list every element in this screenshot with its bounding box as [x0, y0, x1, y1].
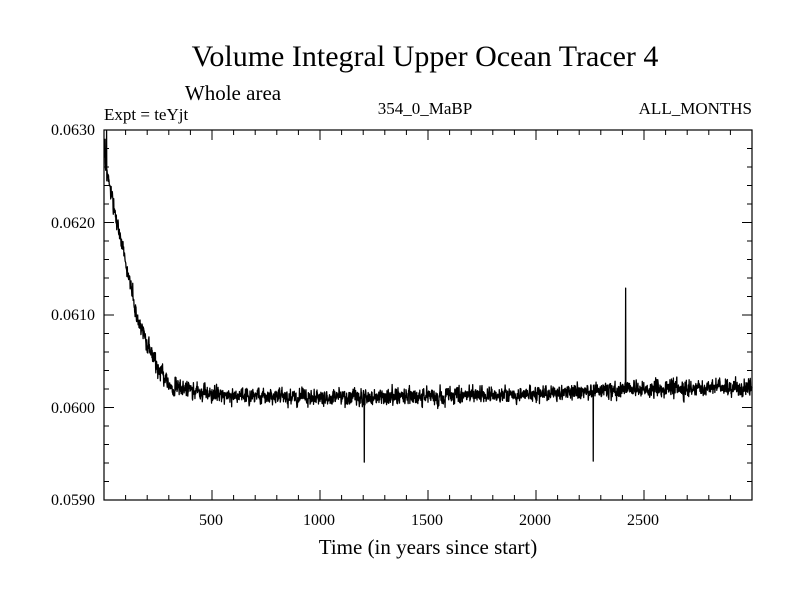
months-label: ALL_MONTHS: [639, 99, 752, 118]
x-tick-label: 1000: [303, 512, 335, 529]
x-axis-label: Time (in years since start): [319, 535, 538, 559]
experiment-label: Expt = teYjt: [104, 105, 188, 124]
x-tick-label: 500: [199, 512, 223, 529]
axis-layer: [104, 130, 752, 500]
chart-subtitle: Whole area: [185, 81, 282, 105]
x-tick-label: 1500: [411, 512, 443, 529]
x-tick-label: 2500: [627, 512, 659, 529]
y-tick-label: 0.0590: [51, 492, 95, 509]
series-layer: [103, 130, 753, 463]
plot-frame: [103, 129, 753, 501]
y-tick-label: 0.0620: [51, 215, 95, 232]
series-line: [103, 130, 753, 463]
y-tick-label: 0.0610: [51, 307, 95, 324]
chart-title: Volume Integral Upper Ocean Tracer 4: [192, 40, 659, 73]
x-tick-label: 2000: [519, 512, 551, 529]
y-tick-label: 0.0600: [51, 400, 95, 417]
period-label: 354_0_MaBP: [378, 99, 472, 118]
y-tick-label: 0.0630: [51, 122, 95, 139]
